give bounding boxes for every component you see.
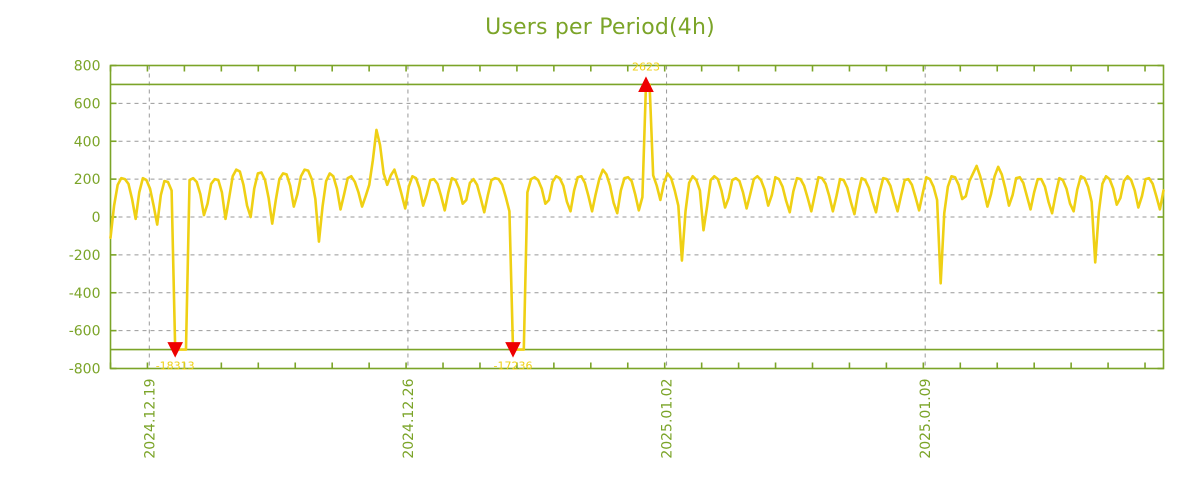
y-tick-label: -400	[69, 286, 101, 302]
axis-layer	[109, 64, 1165, 370]
max-annotation-1: 2623	[632, 60, 660, 73]
y-tick-label: 600	[74, 96, 101, 112]
triangle-down-icon	[505, 342, 521, 358]
min-annotation-2: -17236	[494, 360, 533, 373]
y-tick-label: 0	[92, 210, 101, 226]
y-tick-label: 400	[74, 134, 101, 150]
grid-layer	[110, 65, 1164, 369]
y-tick-label: -200	[69, 248, 101, 264]
clip-lines-layer	[110, 83, 1164, 351]
y-tick-label: 200	[74, 172, 101, 188]
series-layer	[109, 83, 1165, 351]
y-axis-tick-labels: -800 -600 -400 -200 0 200 400 600 800	[69, 59, 101, 378]
x-axis-tick-labels: 2024.12.19 2024.12.26 2025.01.02 2025.01.09	[142, 378, 934, 458]
triangle-up-icon	[638, 76, 654, 92]
min-annotation-1: -18313	[156, 360, 195, 373]
triangle-down-icon	[167, 342, 183, 358]
x-tick-label: 2025.01.02	[660, 379, 676, 459]
y-tick-label: -800	[69, 362, 101, 378]
y-tick-label: -600	[69, 324, 101, 340]
annotations-layer: -18313 -17236 2623	[156, 60, 660, 372]
chart-title: Users per Period(4h)	[485, 15, 715, 40]
y-tick-label: 800	[74, 59, 101, 75]
plot-frame	[109, 64, 1165, 370]
x-tick-label: 2024.12.26	[401, 378, 417, 458]
x-tick-label: 2024.12.19	[142, 379, 158, 459]
x-tick-label: 2025.01.09	[918, 379, 934, 459]
data-line-users-per-period	[109, 83, 1165, 351]
